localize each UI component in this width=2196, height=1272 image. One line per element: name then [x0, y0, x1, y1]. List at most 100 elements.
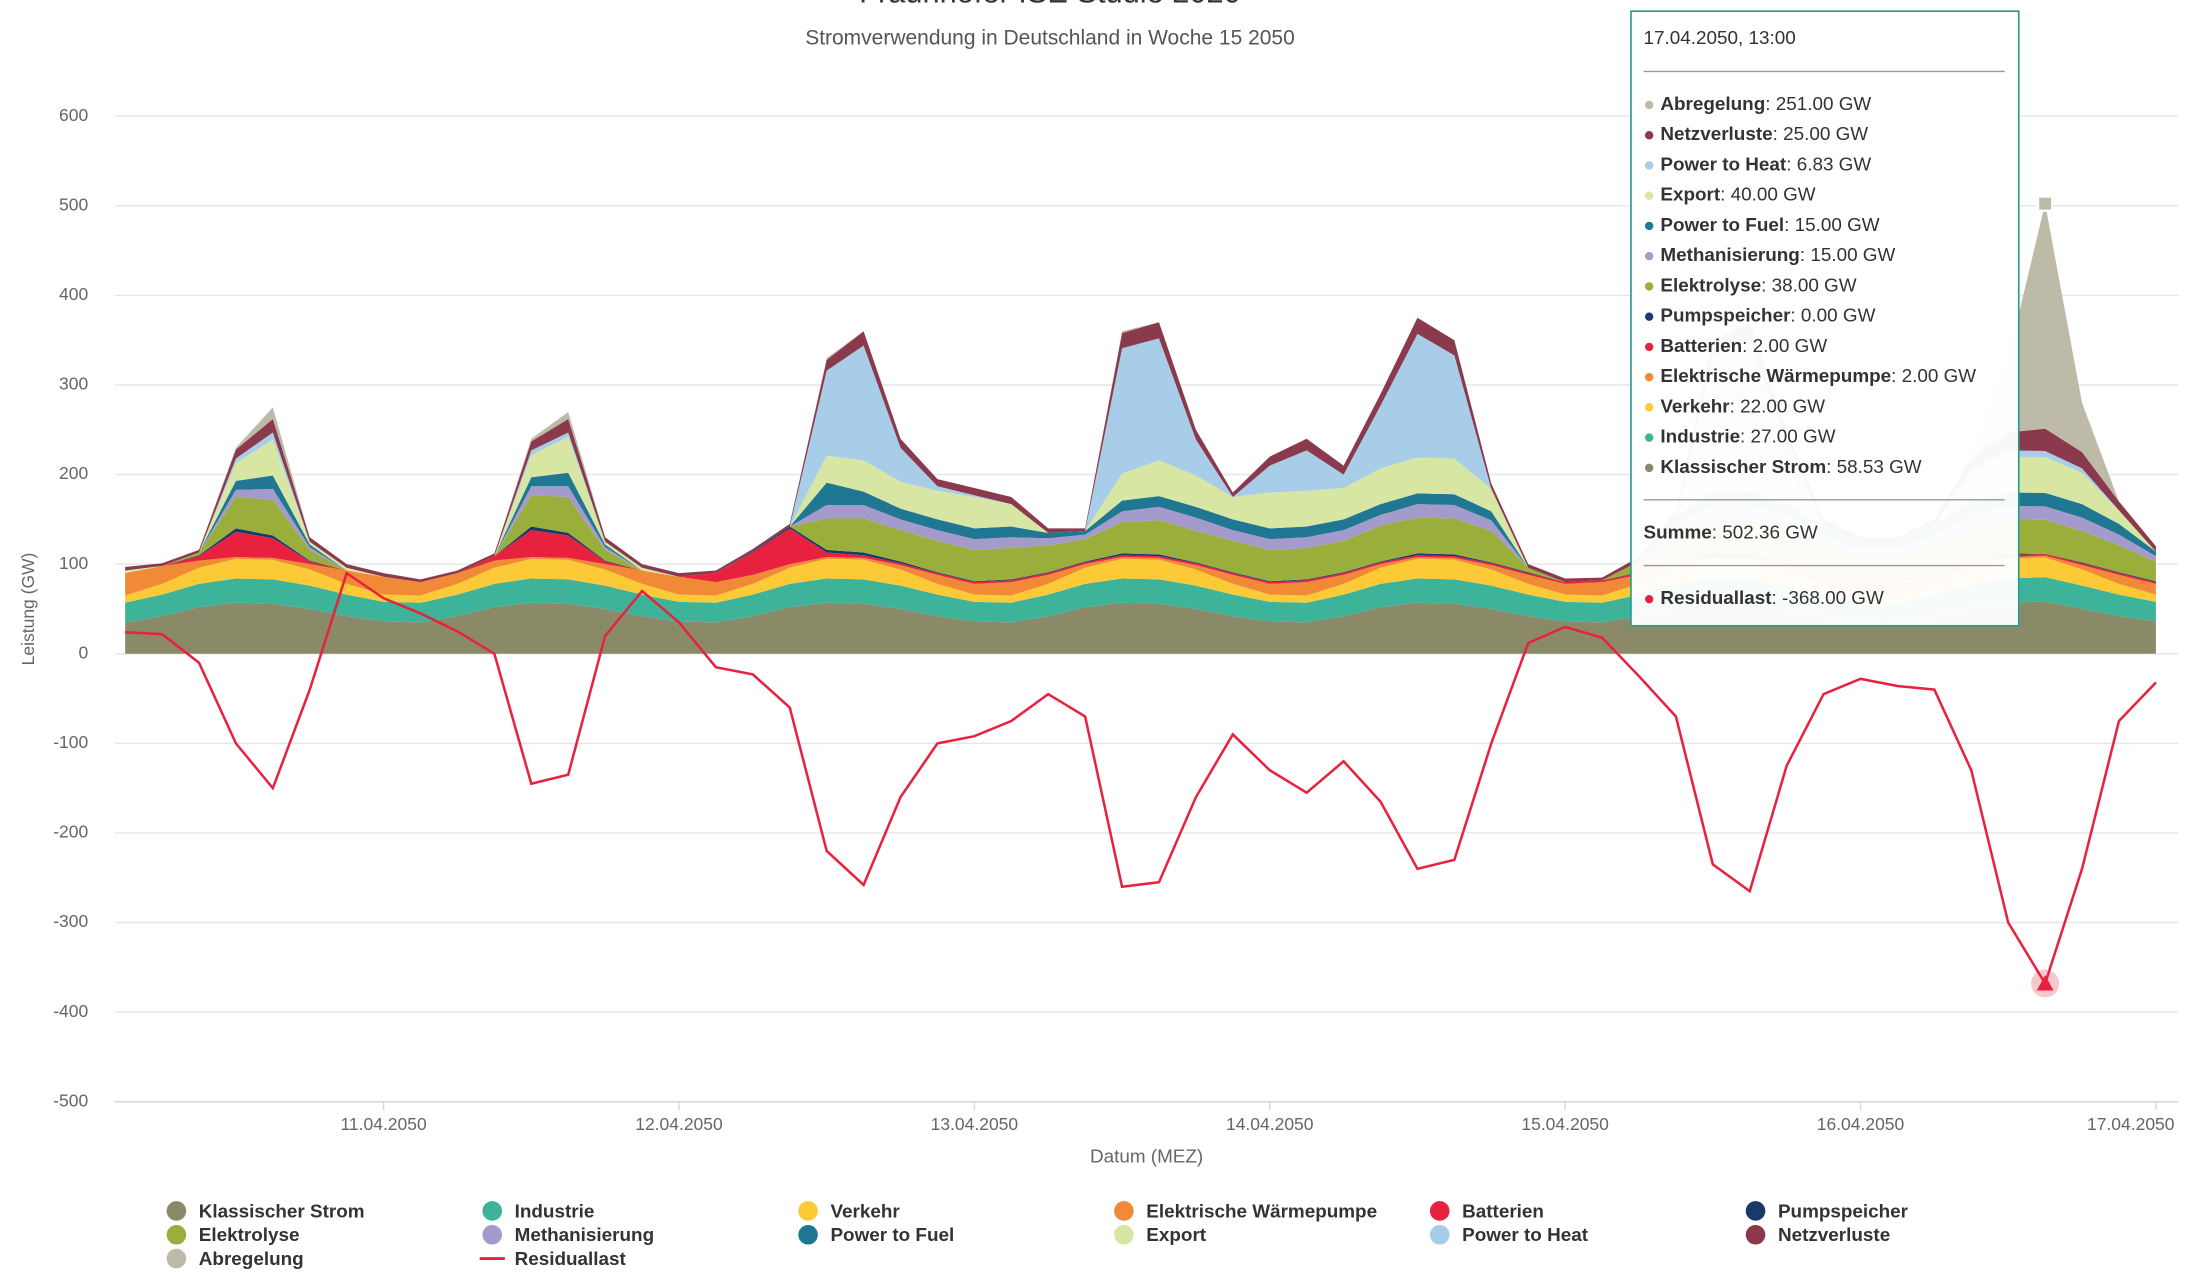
- tooltip-name: Methanisierung: [1660, 245, 1799, 266]
- tooltip-box: [1630, 10, 2020, 627]
- tooltip-value: : 25.00 GW: [1773, 124, 1869, 145]
- x-tick-label: 11.04.2050: [340, 1114, 426, 1134]
- y-tick-label: -300: [53, 911, 88, 931]
- tooltip-entry: Industrie: 27.00 GW: [1660, 427, 1835, 448]
- tooltip-bullet: [1644, 312, 1654, 321]
- tooltip: 17.04.2050, 13:00 Abregelung: 251.00 GW Ne…: [1630, 10, 2020, 627]
- legend-symbol: [166, 1248, 187, 1269]
- tooltip-name: Summe: [1644, 522, 1712, 543]
- y-tick-label: -100: [53, 732, 88, 752]
- x-tick-label: 14.04.2050: [1226, 1114, 1314, 1134]
- tooltip-entry: Residuallast: -368.00 GW: [1660, 588, 1884, 609]
- y-tick-label: 200: [59, 463, 88, 483]
- legend-symbol: [482, 1224, 503, 1245]
- tooltip-name: Pumpspeicher: [1660, 306, 1791, 327]
- legend-label: Elektrische Wärmepumpe: [1146, 1201, 1377, 1222]
- tooltip-bullet: [1644, 594, 1654, 604]
- legend: Klassischer Strom Industrie Verkehr Elektri…: [166, 1201, 1909, 1270]
- y-tick-label: 400: [59, 284, 88, 304]
- tooltip-name: Residuallast: [1660, 588, 1772, 609]
- tooltip-entry: Pumpspeicher: 0.00 GW: [1660, 306, 1875, 327]
- tooltip-title: 17.04.2050, 13:00: [1644, 28, 1796, 49]
- tooltip-bullet: [1644, 282, 1654, 291]
- legend-symbol: [1745, 1224, 1766, 1245]
- hover-marker: [2037, 195, 2054, 212]
- y-tick-label: 300: [59, 374, 88, 394]
- tooltip-entry: Summe: 502.36 GW: [1644, 522, 1818, 543]
- area-series: [125, 528, 2156, 584]
- tooltip-value: : 6.83 GW: [1786, 154, 1871, 175]
- y-tick-label: 600: [59, 105, 88, 125]
- legend-label: Export: [1146, 1225, 1206, 1246]
- tooltip-bullet: [1644, 372, 1654, 382]
- area-series: [125, 526, 2156, 583]
- legend-label: Verkehr: [830, 1201, 900, 1222]
- y-tick-label: 0: [78, 642, 88, 662]
- legend-label: Residuallast: [515, 1249, 627, 1270]
- line-series: [125, 571, 2157, 987]
- legend-symbol: [1745, 1201, 1766, 1221]
- tooltip-value: : 2.00 GW: [1742, 336, 1827, 357]
- area-series: [125, 333, 2156, 583]
- tooltip-name: Batterien: [1660, 336, 1742, 357]
- legend-symbol: [798, 1201, 818, 1221]
- tooltip-bullet: [1644, 161, 1654, 170]
- tooltip-entry: Power to Heat: 6.83 GW: [1660, 154, 1871, 175]
- legend-label: Power to Fuel: [830, 1225, 954, 1246]
- tooltip-value: : 58.53 GW: [1826, 457, 1922, 478]
- legend-symbol: [166, 1224, 187, 1245]
- legend-symbol: [798, 1224, 818, 1245]
- area-series: [125, 317, 2156, 583]
- tooltip-name: Power to Fuel: [1660, 215, 1784, 236]
- tooltip-value: : 502.36 GW: [1712, 522, 1818, 543]
- tooltip-bullet: [1644, 433, 1654, 442]
- tooltip-name: Netzverluste: [1660, 124, 1772, 145]
- legend-label: Pumpspeicher: [1778, 1201, 1909, 1222]
- legend-label: Klassischer Strom: [199, 1201, 365, 1222]
- legend-label: Elektrolyse: [199, 1225, 300, 1246]
- tooltip-entry: Elektrolyse: 38.00 GW: [1660, 275, 1856, 296]
- tooltip-entry: Abregelung: 251.00 GW: [1660, 94, 1871, 115]
- legend-label: Batterien: [1462, 1201, 1544, 1222]
- y-tick-label: 100: [59, 553, 88, 573]
- tooltip-bullet: [1644, 403, 1654, 412]
- tooltip-value: : 27.00 GW: [1740, 427, 1836, 448]
- x-tick-label: 12.04.2050: [635, 1114, 723, 1134]
- chart-subtitle: Stromverwendung in Deutschland in Woche …: [805, 27, 1295, 50]
- tooltip-entry: Netzverluste: 25.00 GW: [1660, 124, 1868, 145]
- x-tick-label: 13.04.2050: [931, 1114, 1019, 1134]
- hover-marker: [2036, 975, 2054, 991]
- tooltip-bullet: [1644, 463, 1654, 473]
- tooltip-entry: Export: 40.00 GW: [1660, 185, 1815, 206]
- tooltip-value: : 40.00 GW: [1720, 185, 1816, 206]
- legend-label: Power to Heat: [1462, 1225, 1589, 1246]
- tooltip-value: : 15.00 GW: [1800, 245, 1896, 266]
- legend-label: Abregelung: [199, 1249, 304, 1270]
- tooltip-value: : 2.00 GW: [1891, 366, 1976, 387]
- tooltip-value: : 22.00 GW: [1730, 396, 1826, 417]
- x-tick-label: 15.04.2050: [1521, 1114, 1609, 1134]
- y-axis-title: Leistung (GW): [18, 553, 38, 666]
- tooltip-name: Export: [1660, 185, 1720, 206]
- tooltip-entry: Power to Fuel: 15.00 GW: [1660, 215, 1879, 236]
- tooltip-value: : 251.00 GW: [1765, 94, 1871, 115]
- y-tick-label: -500: [53, 1090, 88, 1110]
- tooltip-name: Elektrische Wärmepumpe: [1660, 366, 1891, 387]
- legend-symbol: [1429, 1201, 1450, 1221]
- tooltip-entry: Batterien: 2.00 GW: [1660, 336, 1827, 357]
- tooltip-bullet: [1644, 100, 1654, 110]
- tooltip-entry: Verkehr: 22.00 GW: [1660, 396, 1825, 417]
- x-axis-title: Datum (MEZ): [1090, 1147, 1203, 1168]
- y-tick-label: -400: [53, 1001, 88, 1021]
- x-tick-label: 17.04.2050: [2087, 1114, 2175, 1134]
- legend-label: Netzverluste: [1778, 1225, 1890, 1246]
- tooltip-bullet: [1644, 221, 1654, 231]
- tooltip-value: : 0.00 GW: [1790, 306, 1875, 327]
- legend-label: Industrie: [515, 1201, 595, 1222]
- tooltip-name: Klassischer Strom: [1660, 457, 1826, 478]
- y-tick-label: -200: [53, 822, 88, 842]
- tooltip-name: Elektrolyse: [1660, 275, 1761, 296]
- legend-symbol: [1114, 1224, 1134, 1245]
- y-tick-label: 500: [59, 194, 88, 214]
